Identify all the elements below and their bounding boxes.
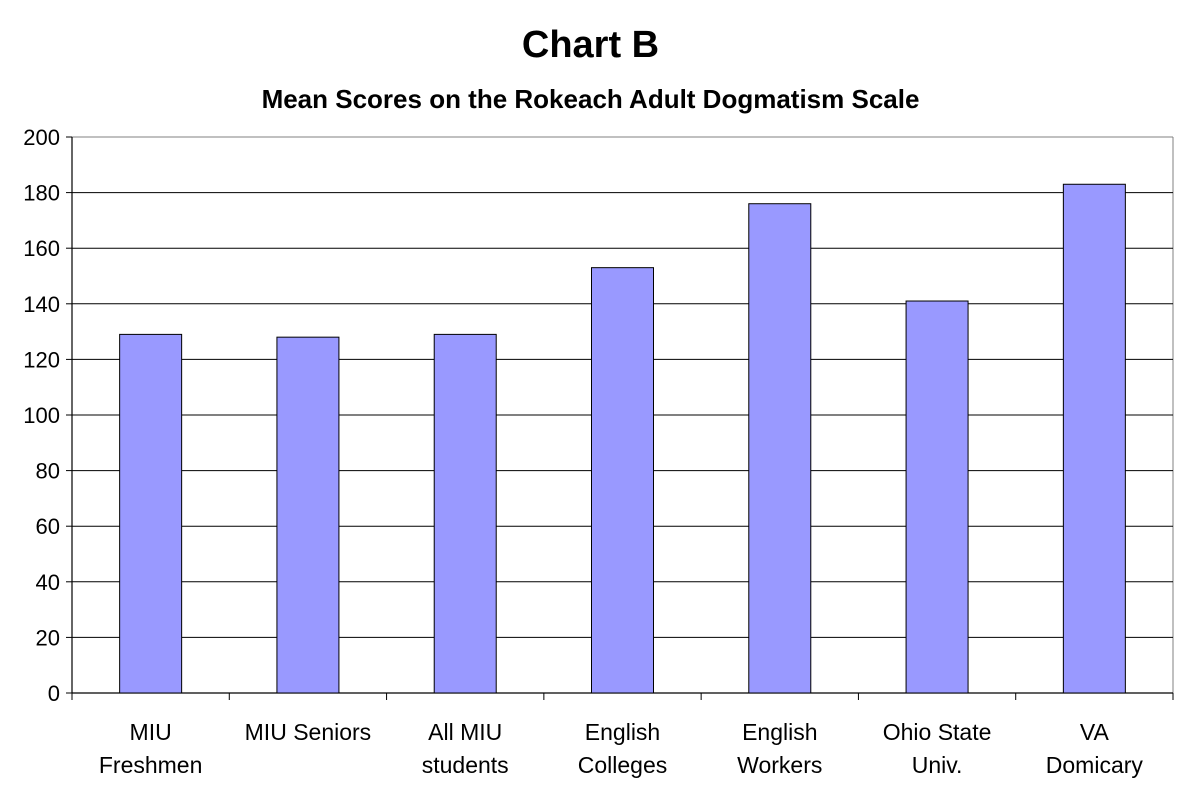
bar (276, 336, 340, 694)
chart-subtitle: Mean Scores on the Rokeach Adult Dogmati… (261, 84, 920, 114)
x-tick-label: All MIU students (422, 719, 509, 778)
x-tick-label: MIU Seniors (245, 719, 372, 745)
y-tick-label: 40 (36, 570, 60, 595)
x-tick-label: English Colleges (578, 719, 668, 778)
y-tick-label: 160 (23, 236, 60, 261)
bar (433, 333, 497, 694)
y-tick-label: 180 (23, 181, 60, 206)
y-tick-label: 0 (48, 681, 60, 706)
y-tick-label: 120 (23, 347, 60, 372)
y-tick-label: 200 (23, 125, 60, 150)
bar (905, 300, 969, 694)
y-tick-label: 20 (36, 625, 60, 650)
x-tick-label: VA Domicary (1046, 719, 1144, 778)
bar (119, 333, 183, 694)
bar (748, 203, 812, 694)
x-tick-label: English Workers (737, 719, 822, 778)
x-tick-label: MIU Freshmen (99, 719, 203, 778)
y-tick-label: 100 (23, 403, 60, 428)
y-tick-label: 140 (23, 292, 60, 317)
y-tick-label: 80 (36, 459, 60, 484)
x-tick-label: Ohio State Univ. (883, 719, 992, 778)
y-tick-label: 60 (36, 514, 60, 539)
bar (1062, 183, 1126, 694)
chart-title: Chart B (521, 24, 660, 66)
bar (591, 267, 654, 694)
